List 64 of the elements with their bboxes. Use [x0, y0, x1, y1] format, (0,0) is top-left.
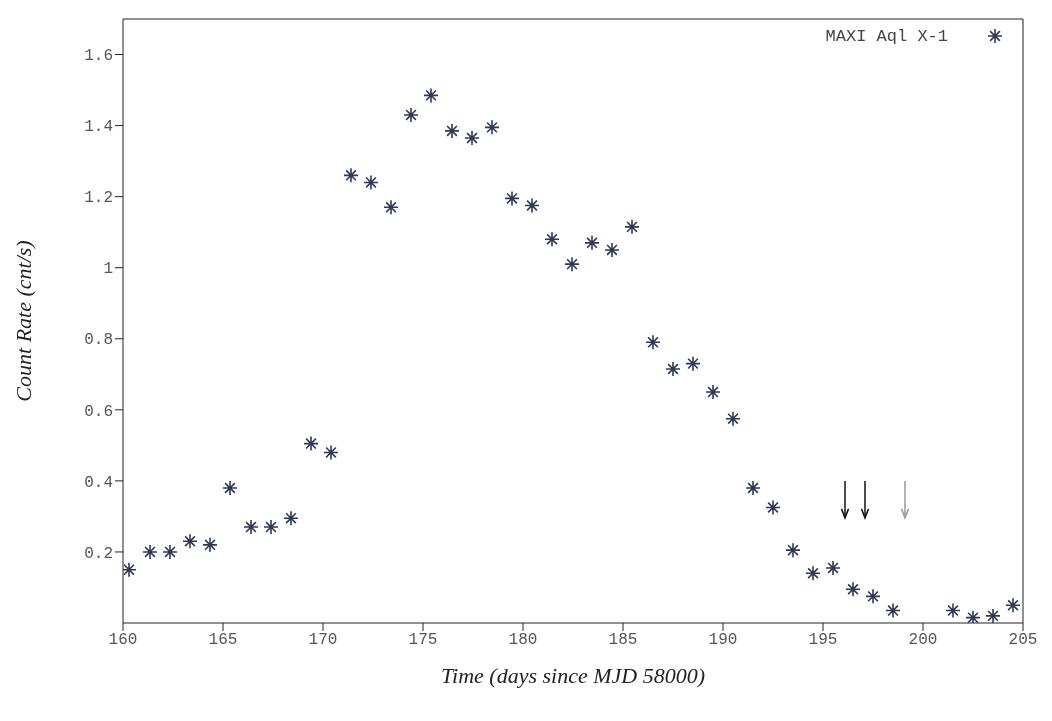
point — [202, 537, 218, 553]
point — [524, 197, 540, 214]
point — [504, 190, 520, 207]
point — [423, 87, 439, 104]
y-tick-label: 1.6 — [84, 47, 113, 66]
point — [765, 499, 781, 516]
point — [162, 544, 178, 560]
point — [464, 130, 480, 146]
point — [1005, 597, 1021, 614]
x-tick-label: 175 — [408, 631, 438, 650]
point — [444, 123, 460, 139]
y-tick-label: 0.8 — [84, 331, 113, 350]
point — [785, 542, 801, 558]
x-axis-title: Time (days since MJD 58000) — [441, 663, 705, 688]
point — [383, 199, 399, 216]
point — [403, 107, 419, 123]
point — [343, 167, 359, 184]
point — [865, 588, 881, 605]
point — [123, 561, 137, 578]
x-tick-label: 195 — [808, 631, 838, 650]
point — [263, 519, 279, 535]
y-axis-title: Count Rate (cnt/s) — [10, 240, 36, 402]
point — [303, 435, 319, 452]
point — [745, 480, 761, 496]
point — [604, 242, 620, 258]
point — [544, 231, 560, 248]
point — [584, 235, 600, 251]
y-tick-label: 1 — [103, 260, 113, 279]
x-tick-label: 160 — [108, 631, 138, 650]
point — [705, 384, 721, 400]
point — [564, 256, 580, 272]
point — [985, 608, 1001, 623]
point — [885, 602, 901, 619]
point — [624, 219, 640, 235]
point — [484, 119, 500, 136]
point — [945, 602, 961, 619]
point — [243, 519, 259, 535]
x-tick-label: 165 — [208, 631, 238, 650]
point — [182, 533, 198, 550]
point — [665, 361, 681, 377]
y-tick-label: 0.4 — [84, 473, 113, 492]
point — [845, 581, 861, 598]
point — [323, 444, 339, 461]
point — [725, 410, 741, 427]
y-tick-label: 1.4 — [84, 118, 113, 137]
point — [283, 510, 299, 526]
y-tick-label: 1.2 — [84, 189, 113, 208]
point — [645, 334, 661, 351]
x-tick-label: 170 — [308, 631, 338, 650]
point — [685, 355, 701, 372]
point — [142, 544, 158, 560]
x-tick-label: 200 — [908, 631, 938, 650]
x-tick-label: 185 — [608, 631, 638, 650]
x-tick-label: 190 — [708, 631, 738, 650]
point — [965, 609, 981, 623]
point — [222, 480, 238, 496]
x-tick-label: 180 — [508, 631, 538, 650]
point — [805, 565, 821, 582]
y-tick-label: 0.6 — [84, 402, 113, 421]
y-tick-label: 0.2 — [84, 544, 113, 563]
x-tick-label: 205 — [1008, 631, 1038, 650]
point — [363, 174, 379, 191]
legend-label: MAXI Aql X-1 — [825, 26, 948, 46]
point — [825, 560, 841, 576]
